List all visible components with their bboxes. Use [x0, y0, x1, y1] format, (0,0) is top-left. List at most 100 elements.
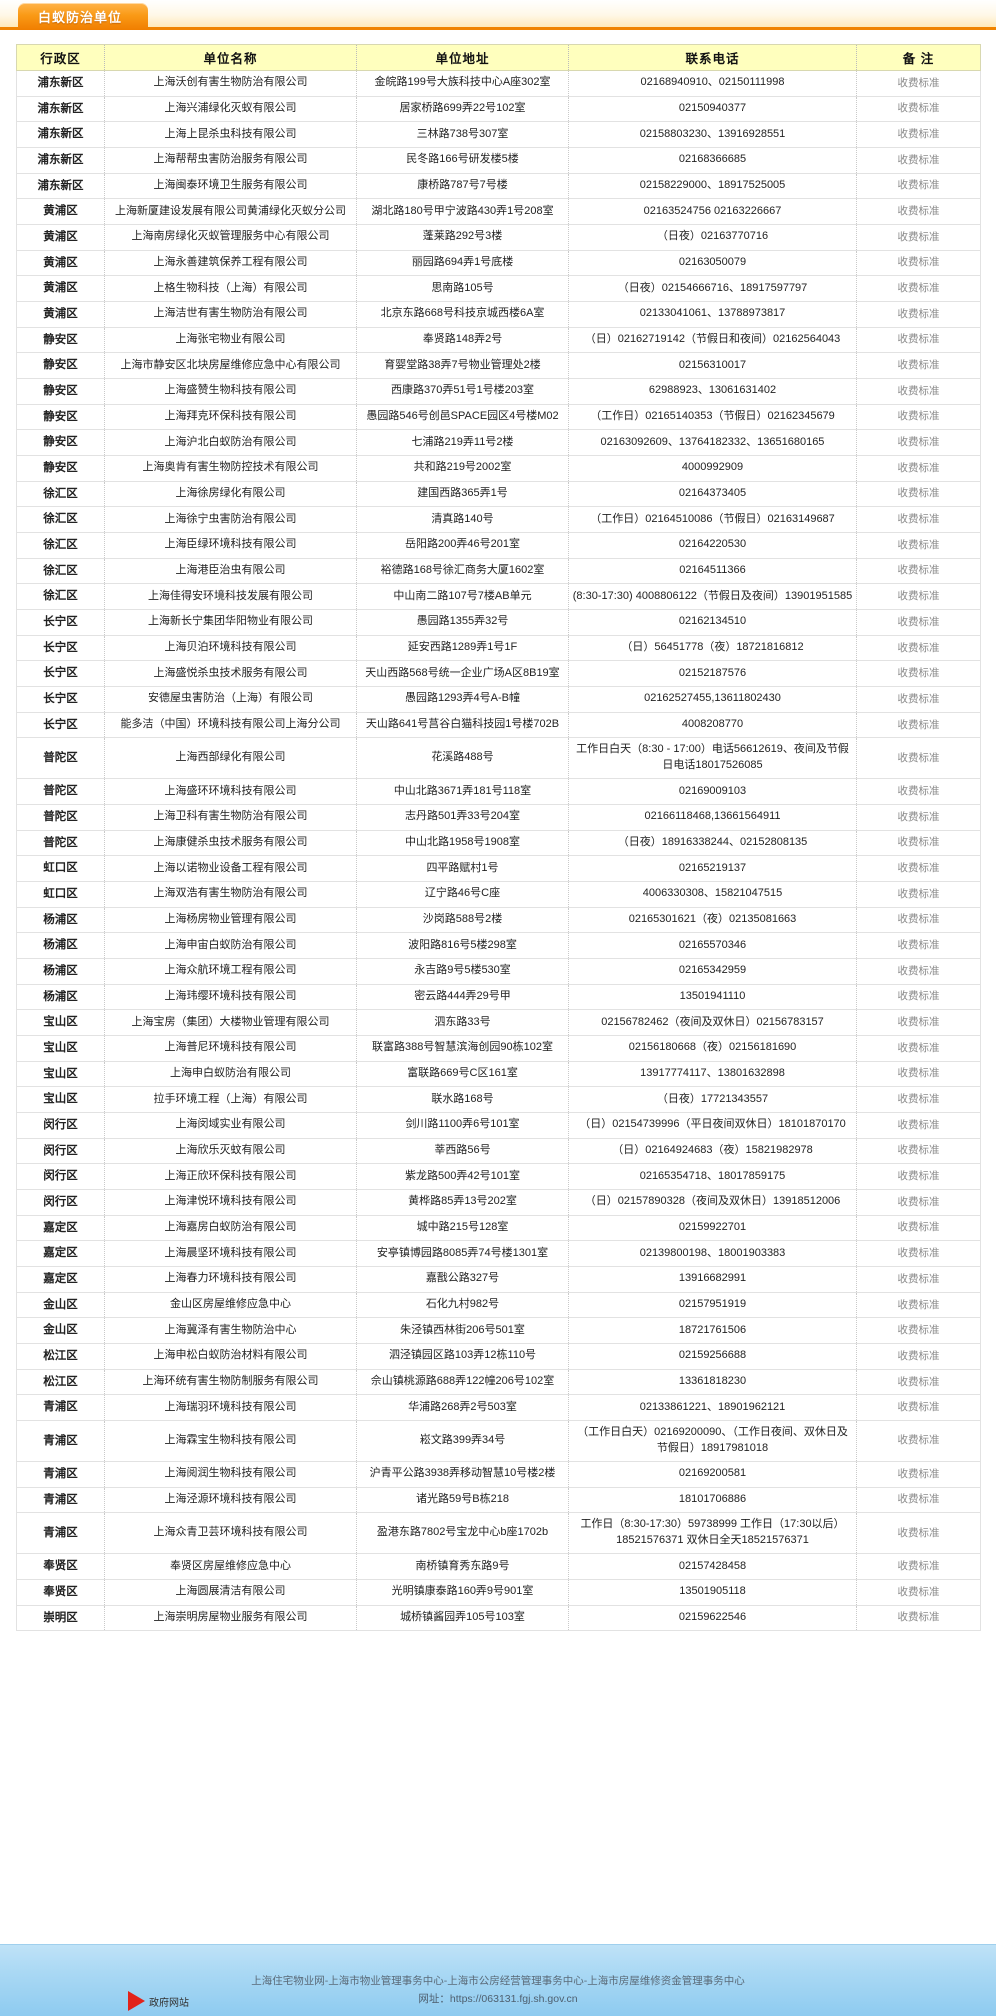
cell-remark[interactable]: 收费标准 [856, 804, 981, 831]
cell-unit-name: 上海欣乐灭蚊有限公司 [104, 1137, 357, 1165]
cell-contact-phone: 02164220530 [568, 532, 857, 559]
table-row: 宝山区 拉手环境工程（上海）有限公司 联水路168号 （日夜）17721343557 收… [16, 1086, 981, 1114]
cell-remark[interactable]: 收费标准 [856, 1368, 981, 1396]
cell-remark[interactable]: 收费标准 [856, 1035, 981, 1062]
cell-remark[interactable]: 收费标准 [856, 224, 981, 251]
cell-unit-address: 永吉路9号5楼530室 [356, 958, 569, 985]
cell-unit-name: 能多洁（中国）环境科技有限公司上海分公司 [104, 711, 357, 739]
cell-remark[interactable]: 收费标准 [856, 352, 981, 380]
cell-remark[interactable]: 收费标准 [856, 506, 981, 534]
cell-remark[interactable]: 收费标准 [856, 1137, 981, 1165]
gov-website-badge[interactable]: 政府网站 [128, 1986, 220, 2016]
cell-remark[interactable]: 收费标准 [856, 1009, 981, 1037]
cell-contact-phone: （日夜）18916338244、02152808135 [568, 829, 857, 857]
cell-remark[interactable]: 收费标准 [856, 660, 981, 688]
cell-remark[interactable]: 收费标准 [856, 634, 981, 662]
cell-remark[interactable]: 收费标准 [856, 326, 981, 354]
cell-contact-phone: （日）02164924683（夜）15821982978 [568, 1137, 857, 1165]
cell-remark[interactable]: 收费标准 [856, 121, 981, 149]
cell-district: 徐汇区 [16, 557, 105, 585]
cell-remark[interactable]: 收费标准 [856, 1317, 981, 1345]
cell-remark[interactable]: 收费标准 [856, 532, 981, 559]
cell-remark[interactable]: 收费标准 [856, 906, 981, 934]
cell-unit-name: 上海闵域实业有限公司 [104, 1112, 357, 1139]
cell-unit-address: 紫龙路500弄42号101室 [356, 1163, 569, 1191]
cell-district: 长宁区 [16, 609, 105, 636]
cell-unit-address: 沪青平公路3938弄移动智慧10号楼2楼 [356, 1461, 569, 1488]
cell-district: 长宁区 [16, 711, 105, 739]
cell-unit-address: 居家桥路699弄22号102室 [356, 95, 569, 123]
cell-remark[interactable]: 收费标准 [856, 609, 981, 636]
cell-contact-phone: 02164373405 [568, 480, 857, 508]
cell-remark[interactable]: 收费标准 [856, 429, 981, 457]
cell-remark[interactable]: 收费标准 [856, 829, 981, 857]
cell-remark[interactable]: 收费标准 [856, 1266, 981, 1293]
cell-unit-address: 城桥镇酱园弄105号103室 [356, 1604, 569, 1632]
cell-unit-address: 裕德路168号徐汇商务大厦1602室 [356, 557, 569, 585]
cell-remark[interactable]: 收费标准 [856, 378, 981, 405]
cell-remark[interactable]: 收费标准 [856, 1214, 981, 1242]
cell-remark[interactable]: 收费标准 [856, 1060, 981, 1088]
termite-control-units-table: 行政区 单位名称 单位地址 联系电话 备 注 浦东新区 上海沃创有害生物防治有限公… [16, 44, 981, 1632]
cell-unit-address: 天山路641号莒谷白猫科技园1号楼702B [356, 711, 569, 739]
cell-remark[interactable]: 收费标准 [856, 1112, 981, 1139]
cell-contact-phone: 02159622546 [568, 1604, 857, 1632]
cell-unit-name: 上海兴浦绿化灭蚁有限公司 [104, 95, 357, 123]
cell-remark[interactable]: 收费标准 [856, 1086, 981, 1114]
cell-remark[interactable]: 收费标准 [856, 711, 981, 739]
cell-remark[interactable]: 收费标准 [856, 1486, 981, 1514]
cell-remark[interactable]: 收费标准 [856, 1343, 981, 1370]
cell-remark[interactable]: 收费标准 [856, 301, 981, 328]
cell-remark[interactable]: 收费标准 [856, 1578, 981, 1606]
cell-remark[interactable]: 收费标准 [856, 778, 981, 806]
cell-unit-name: 上海帮帮虫害防治服务有限公司 [104, 147, 357, 174]
cell-remark[interactable]: 收费标准 [856, 147, 981, 174]
cell-unit-address: 湖北路180号甲宁波路430弄1号208室 [356, 198, 569, 226]
table-row: 静安区 上海沪北白蚁防治有限公司 七浦路219弄11号2楼 02163092609、1… [16, 429, 981, 457]
cell-remark[interactable]: 收费标准 [856, 1291, 981, 1319]
cell-district: 奉贤区 [16, 1578, 105, 1606]
cell-unit-address: 光明镇康泰路160弄9号901室 [356, 1578, 569, 1606]
cell-remark[interactable]: 收费标准 [856, 455, 981, 482]
cell-remark[interactable]: 收费标准 [856, 95, 981, 123]
cell-district: 青浦区 [16, 1486, 105, 1514]
cell-unit-name: 上海冀泽有害生物防治中心 [104, 1317, 357, 1345]
cell-remark[interactable]: 收费标准 [856, 403, 981, 431]
cell-remark[interactable]: 收费标准 [856, 480, 981, 508]
cell-remark[interactable]: 收费标准 [856, 983, 981, 1011]
cell-district: 静安区 [16, 403, 105, 431]
cell-remark[interactable]: 收费标准 [856, 1163, 981, 1191]
cell-contact-phone: （日）02154739996（平日夜间双休日）18101870170 [568, 1112, 857, 1139]
cell-remark[interactable]: 收费标准 [856, 1189, 981, 1216]
cell-contact-phone: (8:30-17:30) 4008806122（节假日及夜间）139019515… [568, 583, 857, 611]
cell-remark[interactable]: 收费标准 [856, 198, 981, 226]
cell-remark[interactable]: 收费标准 [856, 1604, 981, 1632]
cell-remark[interactable]: 收费标准 [856, 70, 981, 97]
cell-remark[interactable]: 收费标准 [856, 1512, 981, 1555]
page-footer: 政府网站 上海住宅物业网-上海市物业管理事务中心-上海市公房经营管理事务中心-上… [0, 1944, 996, 2016]
cell-remark[interactable]: 收费标准 [856, 249, 981, 277]
table-row: 奉贤区 奉贤区房屋维修应急中心 南桥镇育秀东路9号 02157428458 收费标准 [16, 1553, 981, 1580]
cell-remark[interactable]: 收费标准 [856, 958, 981, 985]
cell-remark[interactable]: 收费标准 [856, 881, 981, 908]
cell-unit-name: 上海申松白蚁防治材料有限公司 [104, 1343, 357, 1370]
cell-remark[interactable]: 收费标准 [856, 1553, 981, 1580]
cell-remark[interactable]: 收费标准 [856, 932, 981, 960]
cell-contact-phone: 62988923、13061631402 [568, 378, 857, 405]
cell-unit-address: 泗泾镇园区路103弄12栋110号 [356, 1343, 569, 1370]
cell-contact-phone: 02163050079 [568, 249, 857, 277]
cell-remark[interactable]: 收费标准 [856, 686, 981, 713]
cell-remark[interactable]: 收费标准 [856, 1240, 981, 1268]
cell-remark[interactable]: 收费标准 [856, 172, 981, 200]
cell-contact-phone: 13501941110 [568, 983, 857, 1011]
cell-remark[interactable]: 收费标准 [856, 1394, 981, 1422]
cell-remark[interactable]: 收费标准 [856, 583, 981, 611]
cell-remark[interactable]: 收费标准 [856, 275, 981, 303]
cell-remark[interactable]: 收费标准 [856, 737, 981, 780]
cell-remark[interactable]: 收费标准 [856, 1420, 981, 1463]
cell-remark[interactable]: 收费标准 [856, 1461, 981, 1488]
cell-remark[interactable]: 收费标准 [856, 855, 981, 883]
cell-remark[interactable]: 收费标准 [856, 557, 981, 585]
tab-termite-control-units[interactable]: 白蚁防治单位 [18, 3, 149, 30]
table-row: 宝山区 上海宝房（集团）大楼物业管理有限公司 泗东路33号 02156782462（夜… [16, 1009, 981, 1037]
